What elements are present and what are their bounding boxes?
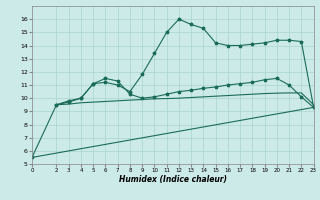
X-axis label: Humidex (Indice chaleur): Humidex (Indice chaleur) — [119, 175, 227, 184]
